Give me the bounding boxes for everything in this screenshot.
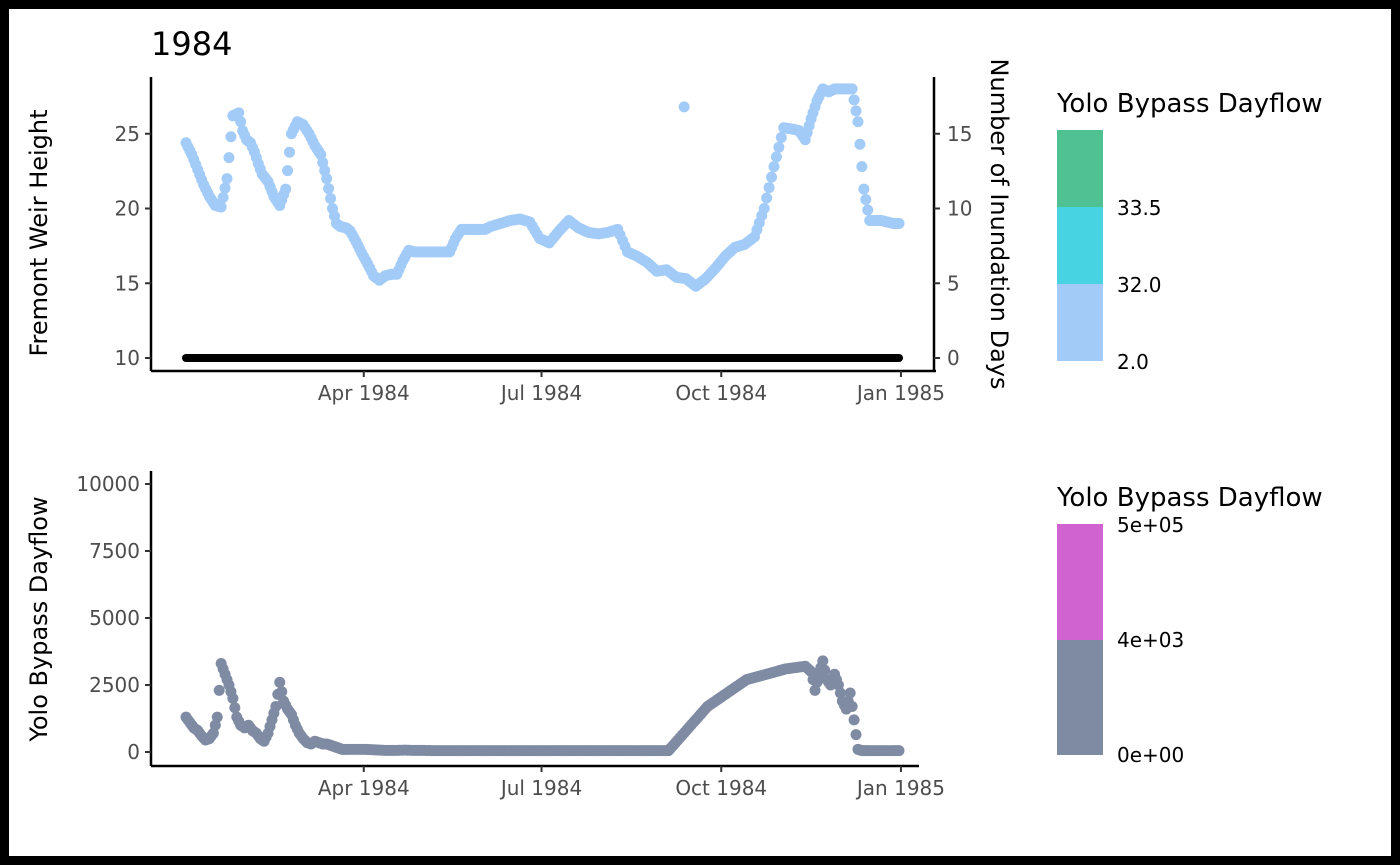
p1-y2-tick-label: 0 (947, 346, 960, 370)
p2-point (844, 687, 856, 699)
p2-y-tick-label: 0 (127, 740, 140, 764)
p2-point (227, 692, 239, 704)
p1-point (770, 151, 782, 163)
p1-point (678, 101, 690, 113)
p1-point (773, 141, 785, 153)
panel-dayflow: 0 2500 5000 7500 10000 Apr 1984 Jul 1984 Oct 1… (25, 471, 945, 800)
p2-point (274, 676, 286, 688)
legend-panel-1: Yolo Bypass Dayflow 33.5 32.0 2.0 (1056, 89, 1323, 374)
p1-point (321, 173, 333, 185)
legend-1-label-2: 2.0 (1117, 350, 1149, 374)
legend-1-label-0: 33.5 (1117, 196, 1162, 220)
p1-x-tick-label: Apr 1984 (318, 381, 410, 405)
p1-point (223, 152, 235, 164)
p1-y-tick-label: 10 (115, 346, 140, 370)
legend-1-color-bottom (1057, 284, 1103, 361)
p1-y2-ticks: 0 5 10 15 (934, 122, 972, 370)
p1-x-tick-label: Oct 1984 (675, 381, 767, 405)
p2-point (276, 686, 288, 698)
p2-point (846, 700, 858, 712)
p2-point (850, 729, 862, 741)
p2-point (893, 745, 905, 757)
p1-point (761, 192, 773, 204)
p2-y-ticks: 0 2500 5000 7500 10000 (76, 472, 151, 764)
p2-x-tick-label: Jul 1984 (499, 776, 582, 800)
legend-panel-2: Yolo Bypass Dayflow 5e+05 4e+03 0e+00 (1056, 483, 1323, 767)
p1-point (325, 193, 337, 205)
figure-svg: 1984 10 15 20 25 0 5 10 15 Apr 1984 Jul 1984 Oct… (25, 25, 1323, 800)
p1-point (217, 192, 229, 204)
p1-point (766, 171, 778, 183)
legend-2-title: Yolo Bypass Dayflow (1056, 483, 1323, 513)
p1-point (858, 183, 870, 195)
legend-1-label-1: 32.0 (1117, 273, 1162, 297)
p1-point (219, 182, 231, 194)
p2-point (270, 700, 282, 712)
p1-point (225, 131, 237, 143)
p1-point (233, 107, 245, 119)
p1-point (323, 183, 335, 195)
p1-point (856, 161, 868, 173)
panel-weir-height: 10 15 20 25 0 5 10 15 Apr 1984 Jul 1984 Oct 1984… (25, 59, 1013, 405)
p2-y-tick-label: 5000 (89, 606, 140, 630)
p1-point (215, 201, 227, 213)
p1-y-tick-label: 15 (115, 271, 140, 295)
p2-point (211, 711, 223, 723)
legend-2-color-top (1057, 524, 1103, 640)
p2-point (819, 664, 831, 676)
p1-y2-tick-label: 5 (947, 271, 960, 295)
legend-2-label-1: 4e+03 (1117, 628, 1184, 652)
legend-1-color-top (1057, 130, 1103, 207)
legend-1-color-mid (1057, 207, 1103, 284)
legend-2-label-2: 0e+00 (1117, 743, 1184, 767)
p1-y-axis-title: Fremont Weir Height (25, 109, 53, 356)
p1-point (235, 116, 247, 128)
p1-points (180, 83, 905, 292)
p2-point (213, 684, 225, 696)
p1-point (862, 204, 874, 216)
p1-point (775, 131, 787, 143)
p1-point (758, 203, 770, 214)
p1-y-tick-label: 25 (115, 122, 140, 146)
p1-point (280, 183, 292, 195)
p2-y-tick-label: 2500 (89, 673, 140, 697)
p1-point (284, 146, 296, 158)
p1-point (221, 173, 233, 185)
p1-point (854, 138, 866, 150)
p1-y-tick-label: 20 (115, 197, 140, 221)
p1-y-ticks: 10 15 20 25 (115, 122, 151, 370)
p1-x-tick-label: Jan 1985 (855, 381, 945, 405)
p1-y2-tick-label: 10 (947, 197, 972, 221)
p2-y-tick-label: 7500 (89, 539, 140, 563)
p2-point (848, 714, 860, 726)
p1-point (763, 182, 775, 194)
p1-point (850, 105, 862, 117)
legend-1-title: Yolo Bypass Dayflow (1056, 89, 1323, 119)
p1-y2-tick-label: 15 (947, 122, 972, 146)
p1-point (846, 83, 858, 95)
p2-x-tick-label: Oct 1984 (675, 776, 767, 800)
chart-title: 1984 (151, 25, 232, 63)
p1-point (282, 165, 294, 177)
figure-canvas: 1984 10 15 20 25 0 5 10 15 Apr 1984 Jul 1984 Oct… (9, 9, 1391, 856)
p1-x-ticks: Apr 1984 Jul 1984 Oct 1984 Jan 1985 (318, 371, 945, 405)
p1-point (860, 194, 872, 206)
p2-point (229, 702, 241, 714)
legend-2-color-bottom (1057, 640, 1103, 755)
p2-point (817, 655, 829, 667)
p2-x-tick-label: Jan 1985 (855, 776, 945, 800)
p1-point (848, 94, 860, 106)
p2-y-tick-label: 10000 (76, 472, 140, 496)
p2-y-axis-title: Yolo Bypass Dayflow (25, 496, 53, 742)
p1-x-tick-label: Jul 1984 (499, 381, 582, 405)
legend-2-label-0: 5e+05 (1117, 513, 1184, 537)
p2-points (180, 655, 905, 757)
p2-x-tick-label: Apr 1984 (318, 776, 410, 800)
p2-x-ticks: Apr 1984 Jul 1984 Oct 1984 Jan 1985 (318, 766, 945, 800)
p1-y2-axis-title: Number of Inundation Days (985, 59, 1013, 390)
p1-point (768, 161, 780, 173)
p1-point (852, 116, 864, 128)
p1-point (893, 217, 905, 229)
